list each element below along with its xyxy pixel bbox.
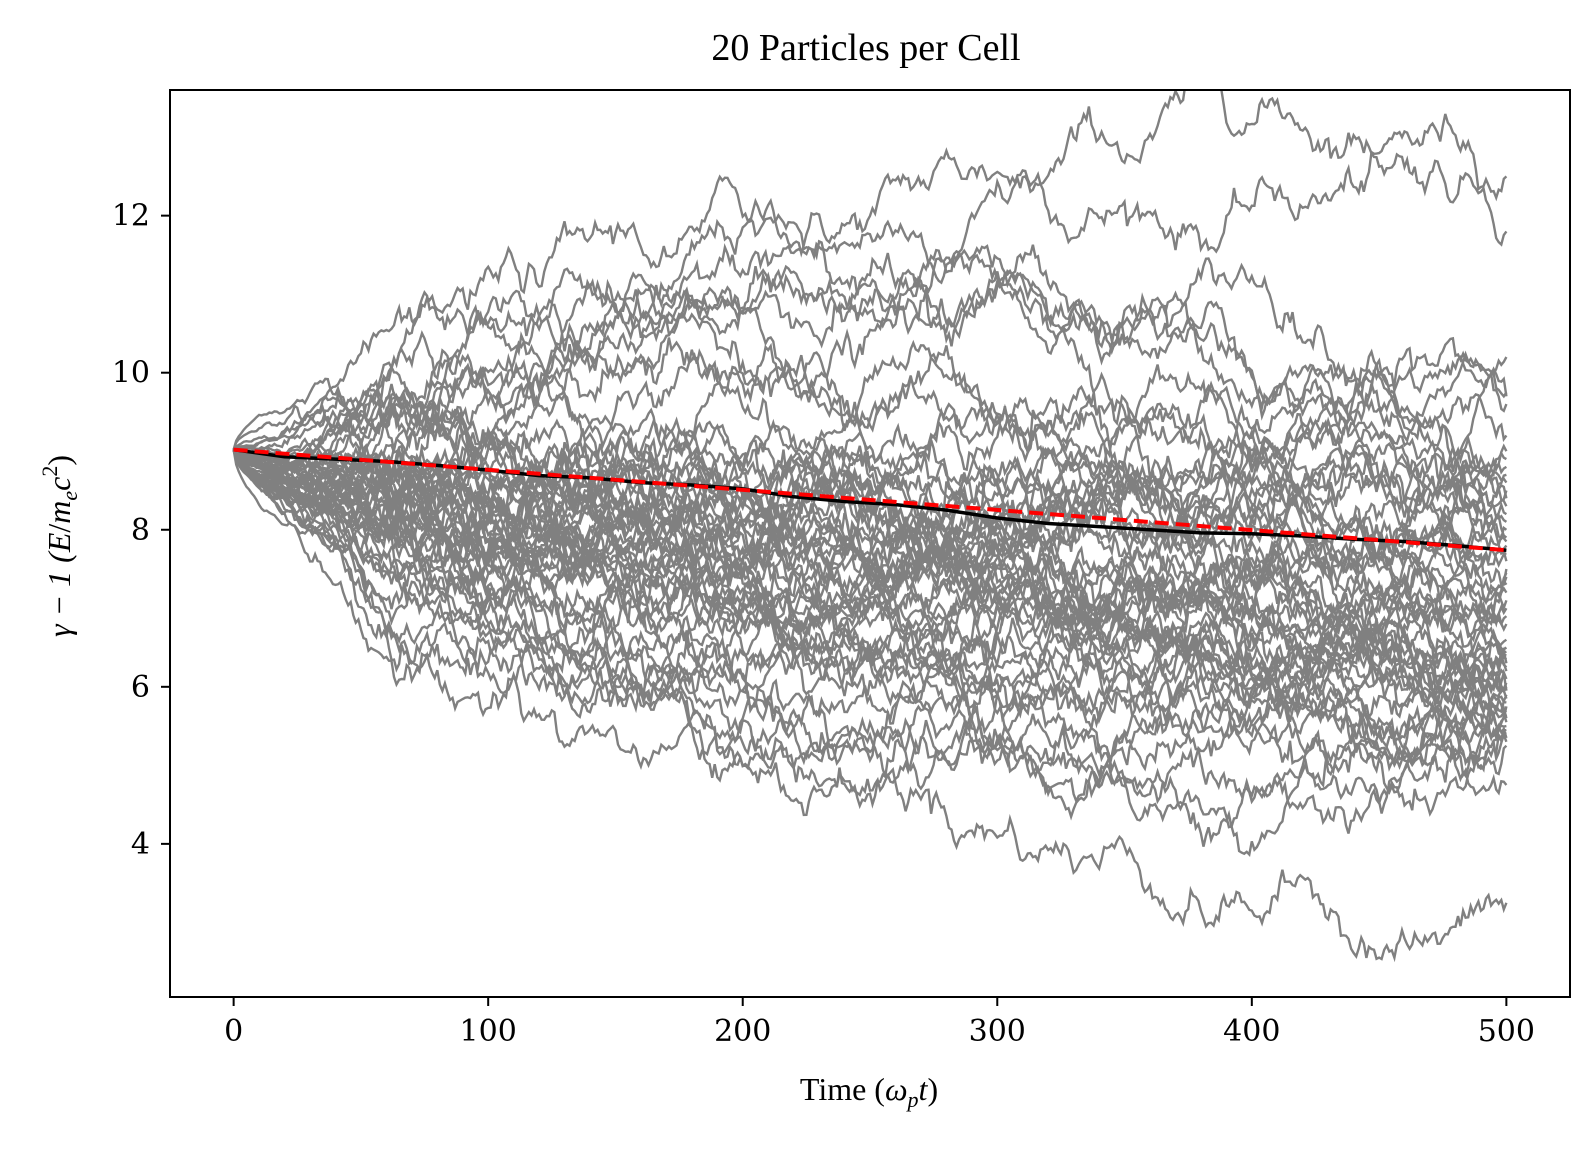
y-axis-label-var2: m [41, 501, 77, 524]
x-tick-label: 0 [224, 1014, 243, 1049]
y-tick-label: 12 [112, 199, 150, 234]
x-axis-label-sub: p [906, 1087, 919, 1112]
x-tick-label: 200 [714, 1014, 771, 1049]
x-tick-label: 500 [1478, 1014, 1535, 1049]
particle-line [232, 449, 1507, 740]
y-axis-ticks: 4 6 8 10 12 [112, 199, 170, 862]
particle-line [232, 449, 1508, 963]
y-axis-label-slash: / [41, 524, 77, 533]
particle-line [232, 449, 1508, 795]
y-axis-label-suffix: ) [41, 455, 77, 466]
particle-line [233, 174, 1508, 451]
particle-line [232, 271, 1508, 620]
y-axis-label-sub: e [57, 491, 82, 501]
particle-line [232, 449, 1507, 728]
x-axis-label-var: ω [885, 1071, 908, 1107]
particle-line [233, 280, 1508, 526]
particle-line [232, 391, 1508, 750]
x-axis-label: Time (ωpt) [800, 1071, 938, 1112]
particle-line [232, 449, 1508, 792]
x-axis-label-prefix: Time ( [800, 1071, 885, 1107]
x-tick-label: 100 [460, 1014, 517, 1049]
particle-trajectories [232, 90, 1508, 963]
particle-line [232, 449, 1507, 741]
particle-line [232, 314, 1508, 643]
x-axis-label-suffix: ) [927, 1071, 938, 1107]
y-tick-label: 10 [112, 356, 150, 391]
y-tick-label: 8 [131, 513, 150, 548]
y-tick-label: 4 [131, 827, 150, 862]
x-axis-ticks: 0 100 200 300 400 500 [224, 997, 1535, 1049]
particle-line [232, 405, 1508, 626]
x-axis-label-var2: t [919, 1071, 929, 1107]
y-axis-label-var: E [41, 532, 77, 553]
particle-line [232, 448, 1508, 693]
particle-line [232, 113, 1508, 451]
chart-title: 20 Particles per Cell [711, 27, 1020, 69]
particle-line [232, 449, 1508, 797]
particle-line [232, 449, 1508, 847]
particle-line [232, 449, 1507, 783]
particle-line [232, 449, 1508, 725]
y-axis-label-sup: 2 [37, 466, 62, 477]
y-axis-label-var3: c [41, 477, 77, 491]
particle-line [232, 449, 1508, 718]
particle-line [232, 449, 1507, 814]
particle-line [233, 244, 1508, 494]
plot-frame [169, 89, 1571, 998]
y-tick-label: 6 [131, 670, 150, 705]
particle-line [232, 445, 1508, 685]
particle-line [232, 90, 1508, 451]
y-axis-label: γ − 1 (E/mec2) [37, 455, 82, 637]
particle-line [232, 437, 1508, 633]
particle-line [232, 371, 1508, 719]
y-axis-label-pre: γ − 1 ( [41, 550, 77, 637]
fit-line [233, 447, 1507, 553]
particle-line [232, 449, 1508, 768]
x-tick-label: 300 [969, 1014, 1026, 1049]
particle-line [232, 449, 1508, 699]
x-tick-label: 400 [1223, 1014, 1280, 1049]
